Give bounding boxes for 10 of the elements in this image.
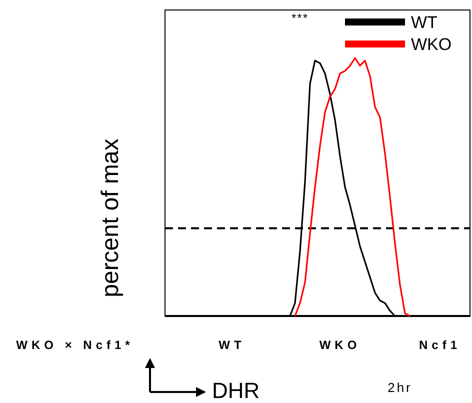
legend-label: WT: [411, 13, 438, 32]
text: ***: [291, 11, 309, 25]
text: Ncf1: [418, 338, 462, 352]
text: WKO × Ncf1*: [16, 338, 134, 352]
text: 2hr: [388, 380, 412, 395]
y-axis-title: percent of max: [97, 138, 124, 298]
legend-label: WKO: [411, 35, 452, 54]
x-axis-title: DHR: [212, 378, 260, 403]
text: WT: [218, 338, 246, 352]
text: WKO: [319, 338, 361, 352]
